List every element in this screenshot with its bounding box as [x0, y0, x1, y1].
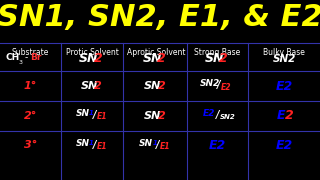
Text: E2: E2	[221, 83, 231, 92]
Text: SN: SN	[76, 139, 90, 148]
Text: E1: E1	[97, 112, 107, 121]
Text: 1: 1	[89, 110, 94, 116]
Text: Aprotic Solvent: Aprotic Solvent	[127, 48, 185, 57]
Text: 2: 2	[158, 81, 165, 91]
Text: 2: 2	[94, 81, 102, 91]
Text: SN: SN	[205, 52, 224, 65]
Text: 2: 2	[284, 109, 293, 122]
Text: SN: SN	[144, 111, 161, 121]
Text: -: -	[25, 53, 28, 62]
Text: E: E	[277, 109, 285, 122]
Text: SN: SN	[144, 81, 161, 91]
Text: Protic Solvent: Protic Solvent	[66, 48, 119, 57]
Text: Bulky Base: Bulky Base	[263, 48, 305, 57]
Text: /: /	[216, 110, 219, 120]
Text: E2: E2	[276, 139, 293, 152]
Text: 1°: 1°	[24, 81, 37, 91]
Text: E2: E2	[276, 80, 293, 93]
Text: SN: SN	[143, 52, 162, 65]
Text: 2: 2	[158, 111, 165, 121]
Text: CH: CH	[6, 53, 20, 62]
Text: 3: 3	[19, 60, 23, 65]
Text: SN1, SN2, E1, & E2: SN1, SN2, E1, & E2	[0, 3, 320, 32]
Text: Br: Br	[30, 53, 42, 62]
Text: 2: 2	[93, 52, 102, 65]
Text: 2: 2	[219, 52, 228, 65]
Text: 3°: 3°	[24, 140, 37, 150]
Text: SN2: SN2	[272, 54, 296, 64]
Text: Substrate: Substrate	[12, 48, 49, 57]
Text: SN: SN	[76, 109, 90, 118]
Text: E1: E1	[97, 142, 107, 151]
Text: /: /	[93, 140, 96, 150]
Text: E2: E2	[203, 109, 215, 118]
Text: E1: E1	[160, 142, 171, 151]
Text: SN2: SN2	[220, 114, 236, 120]
Text: /: /	[156, 140, 160, 150]
Text: Strong Base: Strong Base	[195, 48, 241, 57]
Text: SN: SN	[79, 52, 99, 65]
Text: 1: 1	[153, 140, 158, 146]
Text: 1: 1	[89, 140, 94, 146]
Text: 2: 2	[157, 52, 166, 65]
Text: /: /	[93, 110, 96, 120]
Text: SN: SN	[139, 139, 153, 148]
Text: 2°: 2°	[24, 111, 37, 121]
Text: E2: E2	[209, 139, 226, 152]
Text: SN2: SN2	[199, 79, 220, 88]
Text: /: /	[217, 80, 220, 90]
Text: SN: SN	[80, 81, 98, 91]
